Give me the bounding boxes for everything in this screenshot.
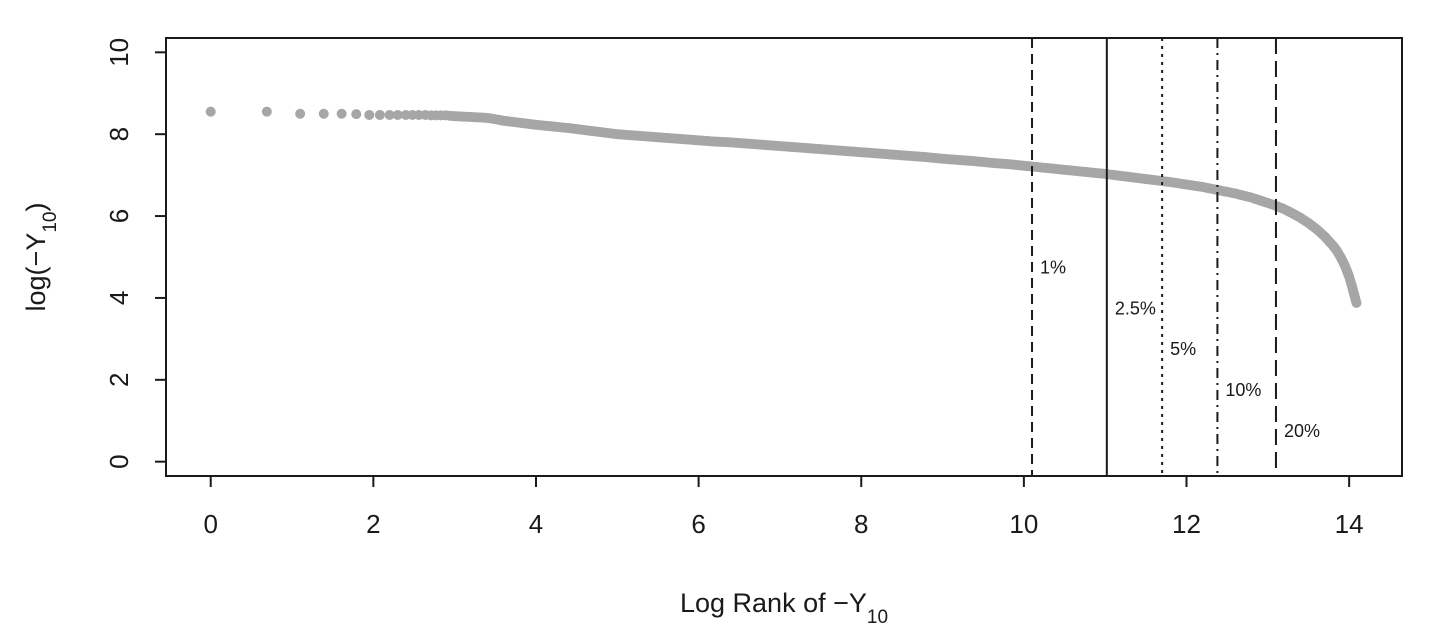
x-tick-label: 10 bbox=[1009, 509, 1038, 539]
data-point bbox=[384, 109, 395, 120]
x-tick-label: 4 bbox=[529, 509, 543, 539]
data-point bbox=[364, 109, 375, 120]
data-point bbox=[374, 109, 385, 120]
x-tick-label: 14 bbox=[1335, 509, 1364, 539]
threshold-label: 2.5% bbox=[1115, 298, 1156, 318]
data-points bbox=[205, 106, 1362, 308]
y-tick-label: 6 bbox=[104, 209, 134, 223]
threshold-label: 1% bbox=[1040, 257, 1066, 277]
data-point-fill bbox=[1350, 292, 1361, 303]
threshold-label: 5% bbox=[1170, 339, 1196, 359]
x-axis-title: Log Rank of −Y10 bbox=[680, 588, 888, 628]
x-tick-label: 6 bbox=[691, 509, 705, 539]
y-tick-label: 8 bbox=[104, 127, 134, 141]
y-axis-title: log(−Y10) bbox=[21, 203, 61, 312]
data-point bbox=[205, 106, 216, 117]
y-tick-label: 0 bbox=[104, 454, 134, 468]
threshold-label: 10% bbox=[1225, 380, 1261, 400]
data-point bbox=[318, 108, 329, 119]
x-tick-label: 2 bbox=[366, 509, 380, 539]
y-tick-label: 2 bbox=[104, 373, 134, 387]
data-point bbox=[261, 106, 272, 117]
plot-frame bbox=[165, 37, 1403, 477]
x-tick-label: 0 bbox=[203, 509, 217, 539]
y-tick-label: 10 bbox=[104, 38, 134, 67]
x-axis: 0 2 4 6 8 10 12 14 bbox=[203, 475, 1364, 539]
x-tick-label: 8 bbox=[854, 509, 868, 539]
threshold-label: 20% bbox=[1284, 421, 1320, 441]
threshold-lines: 1% 2.5% 5% 10% 20% bbox=[1031, 38, 1320, 476]
data-point bbox=[392, 109, 403, 120]
y-tick-label: 4 bbox=[104, 291, 134, 305]
data-point bbox=[336, 108, 347, 119]
y-axis: 0 2 4 6 8 10 bbox=[104, 38, 167, 469]
data-point bbox=[295, 108, 306, 119]
data-point bbox=[351, 109, 362, 120]
x-tick-label: 12 bbox=[1172, 509, 1201, 539]
